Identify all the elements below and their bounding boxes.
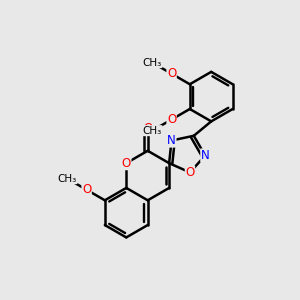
Text: CH₃: CH₃ xyxy=(143,58,162,68)
Text: O: O xyxy=(82,183,91,196)
Text: O: O xyxy=(122,157,131,170)
Text: CH₃: CH₃ xyxy=(58,174,77,184)
Text: O: O xyxy=(167,113,176,126)
Text: N: N xyxy=(167,134,176,147)
Text: N: N xyxy=(201,149,210,162)
Text: O: O xyxy=(143,122,152,135)
Text: O: O xyxy=(185,166,195,179)
Text: O: O xyxy=(167,67,176,80)
Text: CH₃: CH₃ xyxy=(143,126,162,136)
